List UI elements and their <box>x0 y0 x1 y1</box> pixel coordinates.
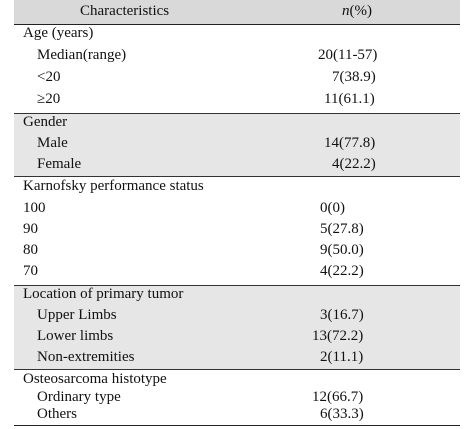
row-value: 14(77.8) <box>324 135 376 151</box>
table-row: Upper Limbs 3(16.7) <box>14 307 460 328</box>
group-title: Gender <box>23 114 68 130</box>
table-row: Others 6(33.3) <box>14 406 460 427</box>
group-title: Age (years) <box>23 25 94 41</box>
table-row: 80 9(50.0) <box>14 242 460 263</box>
group-age: Age (years) Median(range) 20(11-57) <20 … <box>14 24 460 112</box>
table-row: <20 7(38.9) <box>14 69 460 90</box>
group-title-row: Location of primary tumor <box>14 286 460 307</box>
table-row: Non-extremities 2(11.1) <box>14 349 460 370</box>
table-row: Ordinary type 12(66.7) <box>14 389 460 410</box>
group-gender: Gender Male 14(77.8) Female 4(22.2) <box>14 113 460 177</box>
group-title: Location of primary tumor <box>23 286 184 302</box>
row-label: Lower limbs <box>37 328 114 344</box>
group-location: Location of primary tumor Upper Limbs 3(… <box>14 285 460 370</box>
group-title-row: Gender <box>14 114 460 135</box>
group-title-row: Karnofsky performance status <box>14 178 460 199</box>
row-label: Median(range) <box>37 47 127 63</box>
row-value: 11(61.1) <box>324 91 375 107</box>
row-value: 6(33.3) <box>320 406 364 422</box>
group-title: Osteosarcoma histotype <box>23 371 167 387</box>
group-histotype: Osteosarcoma histotype Ordinary type 12(… <box>14 369 460 426</box>
group-title: Karnofsky performance status <box>23 178 204 194</box>
row-value: 4(22.2) <box>332 156 376 172</box>
row-label: ≥20 <box>37 91 61 107</box>
table-row: 70 4(22.2) <box>14 263 460 284</box>
table-row: Lower limbs 13(72.2) <box>14 328 460 349</box>
group-title-row: Osteosarcoma histotype <box>14 371 460 392</box>
table-row: ≥20 11(61.1) <box>14 91 460 112</box>
row-label: Male <box>37 135 68 151</box>
row-value: 7(38.9) <box>332 69 376 85</box>
bottom-rule <box>14 425 460 426</box>
table-row: 90 5(27.8) <box>14 221 460 242</box>
row-value: 12(66.7) <box>312 389 364 405</box>
row-label: Upper Limbs <box>37 307 117 323</box>
row-value: 0(0) <box>320 200 345 216</box>
row-value: 5(27.8) <box>320 221 364 237</box>
header-n-percent: n(%) <box>342 3 372 20</box>
table-row: 100 0(0) <box>14 200 460 221</box>
row-label: 70 <box>23 263 38 279</box>
row-label: Ordinary type <box>37 389 121 405</box>
header-percent: (%) <box>349 3 373 19</box>
row-value: 9(50.0) <box>320 242 364 258</box>
row-value: 13(72.2) <box>312 328 364 344</box>
characteristics-table: Characteristics n(%) Age (years) Median(… <box>14 0 460 428</box>
row-label: Others <box>37 406 77 422</box>
table-row: Median(range) 20(11-57) <box>14 47 460 68</box>
row-label: <20 <box>37 69 61 85</box>
row-value: 3(16.7) <box>320 307 364 323</box>
row-label: Female <box>37 156 82 172</box>
group-title-row: Age (years) <box>14 25 460 46</box>
table-header: Characteristics n(%) <box>14 0 460 25</box>
row-value: 4(22.2) <box>320 263 364 279</box>
header-n: n <box>342 3 350 19</box>
row-label: Non-extremities <box>37 349 135 365</box>
row-value: 20(11-57) <box>318 47 378 63</box>
group-karnofsky: Karnofsky performance status 100 0(0) 90… <box>14 176 460 285</box>
row-label: 90 <box>23 221 38 237</box>
row-label: 80 <box>23 242 38 258</box>
table-row: Male 14(77.8) <box>14 135 460 156</box>
header-characteristics: Characteristics <box>80 3 170 19</box>
row-label: 100 <box>23 200 46 216</box>
row-value: 2(11.1) <box>320 349 364 365</box>
table-row: Female 4(22.2) <box>14 156 460 177</box>
